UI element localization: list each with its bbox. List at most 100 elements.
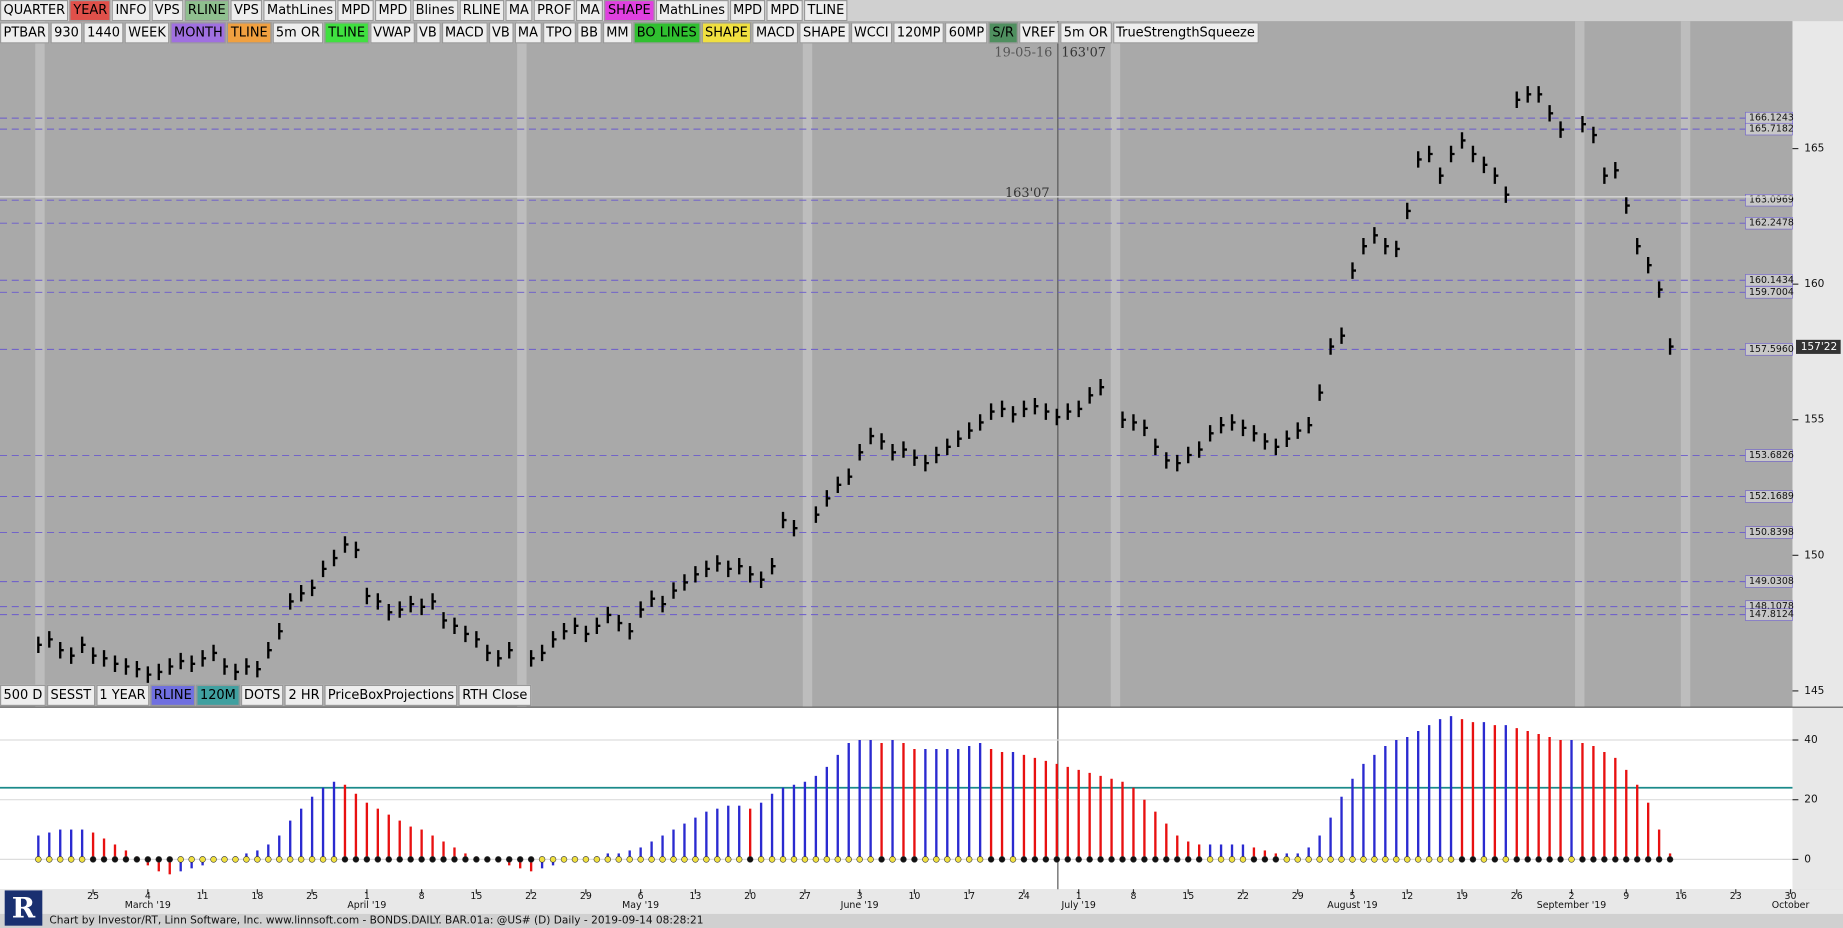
level-label: 160.1434 — [1749, 275, 1794, 286]
value-axis — [1792, 21, 1843, 890]
toolbar-button[interactable]: TPO — [542, 22, 576, 44]
price-bar — [234, 663, 239, 681]
toolbar-button[interactable]: 930 — [50, 22, 83, 44]
price-bar — [727, 560, 732, 578]
toolbar-button[interactable]: BO LINES — [633, 22, 701, 44]
toolbar-button[interactable]: MPD — [766, 0, 803, 22]
price-bar — [891, 444, 897, 461]
price-bar — [157, 663, 163, 681]
zero-dot — [725, 856, 732, 863]
price-bar — [1263, 433, 1269, 450]
toolbar-button[interactable]: MathLines — [655, 0, 729, 22]
zero-dot — [1513, 856, 1520, 863]
toolbar-button[interactable]: SHAPE — [799, 22, 850, 44]
toolbar-button[interactable]: PROF — [533, 0, 576, 22]
toolbar-button[interactable]: INFO — [111, 0, 151, 22]
level-label: 157.5960 — [1749, 344, 1794, 355]
toolbar-button[interactable]: BB — [576, 22, 602, 44]
toolbar-button[interactable]: 120M — [196, 684, 240, 706]
zero-dot — [659, 856, 666, 863]
toolbar-button[interactable]: VWAP — [369, 22, 415, 44]
toolbar-button[interactable]: RLINE — [184, 0, 230, 22]
toolbar-button[interactable]: 5m OR — [1060, 22, 1112, 44]
toolbar-button[interactable]: MA — [514, 22, 542, 44]
price-bar — [924, 454, 929, 472]
toolbar-button[interactable]: MACD — [752, 22, 799, 44]
toolbar-button[interactable]: WCCI — [850, 22, 893, 44]
zero-dot — [111, 856, 119, 863]
price-bar — [1285, 430, 1291, 447]
toolbar-button[interactable]: TLINE — [227, 22, 272, 44]
toolbar-button[interactable]: TLINE — [803, 0, 848, 22]
price-bar — [1274, 438, 1280, 456]
level-label-box — [1745, 575, 1793, 588]
toolbar-button[interactable]: MA — [505, 0, 533, 22]
zero-dot — [1086, 856, 1093, 863]
toolbar-button[interactable]: MPD — [337, 0, 374, 22]
toolbar-button[interactable]: MONTH — [170, 22, 227, 44]
toolbar-button[interactable]: MPD — [374, 0, 411, 22]
toolbar-button[interactable]: VB — [415, 22, 441, 44]
toolbar-button[interactable]: RTH Close — [458, 684, 531, 706]
price-bar — [59, 642, 64, 659]
price-bar — [135, 660, 141, 678]
toolbar-button[interactable]: VPS — [151, 0, 184, 22]
toolbar-button[interactable]: MM — [602, 22, 633, 44]
zero-dot — [396, 856, 403, 863]
price-bar — [1668, 338, 1674, 355]
toolbar-button[interactable]: RLINE — [459, 0, 505, 22]
price-bar — [376, 593, 382, 610]
toolbar-button[interactable]: SESST — [46, 684, 95, 706]
price-bar — [1515, 91, 1521, 109]
toolbar-button[interactable]: 5m OR — [272, 22, 324, 44]
y-tick-label: 160 — [1804, 278, 1824, 290]
toolbar-button[interactable]: MA — [576, 0, 604, 22]
toolbar-button[interactable]: SHAPE — [604, 0, 655, 22]
price-bar — [1132, 414, 1137, 431]
zero-dot — [615, 856, 622, 863]
toolbar-button[interactable]: SHAPE — [701, 22, 752, 44]
toolbar-button[interactable]: MACD — [441, 22, 488, 44]
price-bar — [781, 511, 787, 529]
zero-dot — [1349, 856, 1356, 863]
price-bar — [1088, 387, 1094, 404]
toolbar-button[interactable]: S/R — [988, 22, 1018, 44]
toolbar-button[interactable]: PTBAR — [0, 22, 50, 44]
toolbar-button[interactable]: 120MP — [893, 22, 945, 44]
toolbar-button[interactable]: TrueStrengthSqueeze — [1112, 22, 1259, 44]
level-label-box — [1745, 608, 1793, 621]
zero-dot — [352, 856, 360, 863]
toolbar-button[interactable]: VPS — [230, 0, 263, 22]
price-bar — [1121, 411, 1127, 428]
price-bar — [1154, 438, 1159, 456]
toolbar-button[interactable]: QUARTER — [0, 0, 69, 22]
toolbar-button[interactable]: MathLines — [263, 0, 337, 22]
y-tick-label: 155 — [1804, 414, 1824, 426]
toolbar-button[interactable]: RLINE — [150, 684, 196, 706]
zero-dot — [1020, 856, 1028, 863]
toolbar-button[interactable]: 2 HR — [285, 684, 324, 706]
toolbar-button[interactable]: WEEK — [124, 22, 170, 44]
toolbar-button[interactable]: DOTS — [240, 684, 284, 706]
level-label: 147.8124 — [1749, 609, 1794, 620]
price-bar — [508, 642, 513, 659]
zero-dot — [560, 856, 568, 863]
toolbar-button[interactable]: PriceBoxProjections — [324, 684, 458, 706]
x-tick-label: 12 — [1401, 891, 1413, 902]
toolbar-button[interactable]: 1 YEAR — [95, 684, 150, 706]
zero-dot — [495, 856, 502, 863]
toolbar-button[interactable]: TLINE — [324, 22, 369, 44]
toolbar-button[interactable]: VB — [488, 22, 514, 44]
toolbar-button[interactable]: Blines — [412, 0, 459, 22]
price-bar — [1241, 419, 1247, 437]
zero-dot — [56, 856, 64, 863]
x-tick-label: 3 — [857, 891, 863, 902]
toolbar-button[interactable]: MPD — [729, 0, 766, 22]
toolbar-button[interactable]: 500 D — [0, 684, 46, 706]
toolbar-button[interactable]: VREF — [1018, 22, 1060, 44]
toolbar-button[interactable]: 1440 — [83, 22, 124, 44]
toolbar-button[interactable]: 60MP — [945, 22, 988, 44]
toolbar-button[interactable]: YEAR — [69, 0, 111, 22]
zero-dot — [1469, 856, 1477, 863]
zero-dot — [451, 856, 458, 863]
